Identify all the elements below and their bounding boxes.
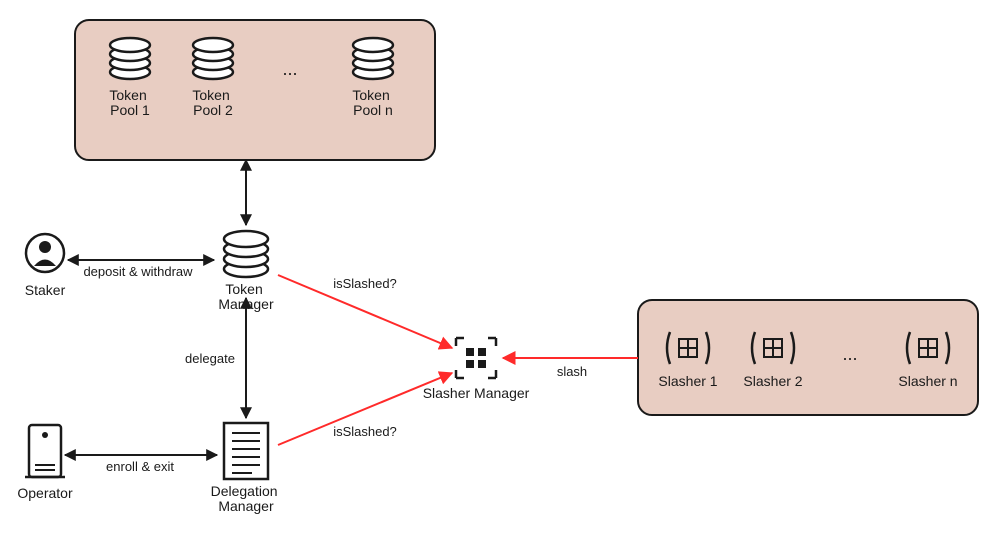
edge-label-st-tm: deposit & withdraw <box>83 264 193 279</box>
token-ellipsis: ... <box>282 59 297 79</box>
operator-label: Operator <box>17 485 73 501</box>
token-pool-2-label: Token Pool 2 <box>192 87 233 118</box>
token-pool-2-icon <box>193 38 233 79</box>
slasher-manager-icon <box>456 338 496 378</box>
staker-icon <box>26 234 64 272</box>
edge-label-sbox-sm: slash <box>557 364 587 379</box>
slasher-ellipsis: ... <box>842 344 857 364</box>
edge-label-op-dm: enroll & exit <box>106 459 174 474</box>
token-pool-n-label: Token Pool n <box>352 87 393 118</box>
slasher-n-label: Slasher n <box>898 373 957 389</box>
edge-label-tm-sm: isSlashed? <box>333 276 397 291</box>
token-pool-n-icon <box>353 38 393 79</box>
delegation-manager-icon <box>224 423 268 479</box>
token-pool-1-icon <box>110 38 150 79</box>
slasher-2-label: Slasher 2 <box>743 373 802 389</box>
edge-label-dm-sm: isSlashed? <box>333 424 397 439</box>
operator-icon <box>25 425 65 477</box>
delegation-manager-label: Delegation Manager <box>211 483 282 514</box>
staker-label: Staker <box>25 282 66 298</box>
token-manager-icon <box>224 231 268 277</box>
token-pool-1-label: Token Pool 1 <box>109 87 150 118</box>
slasher-manager-label: Slasher Manager <box>423 385 530 401</box>
slasher-1-label: Slasher 1 <box>658 373 717 389</box>
edge-label-tm-dm: delegate <box>185 351 235 366</box>
